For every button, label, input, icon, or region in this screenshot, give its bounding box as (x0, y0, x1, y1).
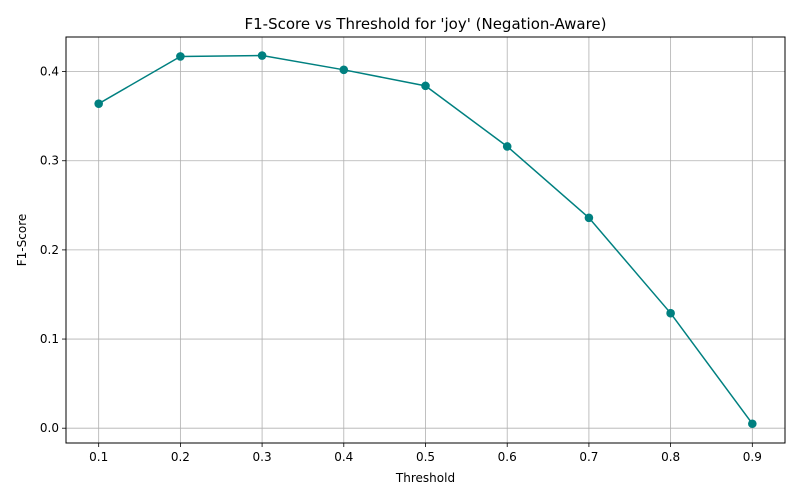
x-tick-label: 0.4 (334, 450, 353, 464)
data-point (339, 65, 349, 75)
data-point (666, 308, 675, 318)
series-f1-score (94, 51, 757, 429)
data-point (176, 52, 185, 61)
data-point (421, 81, 430, 91)
y-tick-label: 0.1 (40, 332, 59, 346)
y-tick-label: 0.0 (40, 421, 59, 435)
x-tick-label: 0.2 (171, 450, 190, 464)
data-point (257, 51, 267, 60)
y-tick-label: 0.3 (40, 154, 59, 168)
y-tick-label: 0.4 (40, 65, 59, 79)
x-tick-label: 0.5 (416, 450, 435, 464)
x-tick-label: 0.1 (89, 450, 108, 464)
grid (66, 37, 785, 443)
x-tick-label: 0.7 (579, 450, 598, 464)
data-point (94, 99, 103, 108)
x-tick-label: 0.8 (661, 450, 680, 464)
y-axis-label: F1-Score (15, 214, 29, 266)
x-tick-label: 0.9 (743, 450, 762, 464)
y-tick-label: 0.2 (40, 243, 59, 257)
x-tick-label: 0.6 (498, 450, 517, 464)
data-point (748, 419, 757, 429)
y-axis-ticks: 0.0 0.1 0.2 0.3 0.4 (40, 65, 66, 435)
x-axis-ticks: 0.1 0.2 0.3 0.4 0.5 0.6 0.7 0.8 0.9 (89, 443, 762, 464)
data-point (584, 213, 594, 223)
x-tick-label: 0.3 (253, 450, 272, 464)
x-axis-label: Threshold (395, 471, 455, 485)
data-point (502, 142, 512, 151)
chart-title: F1-Score vs Threshold for 'joy' (Negatio… (244, 15, 606, 33)
